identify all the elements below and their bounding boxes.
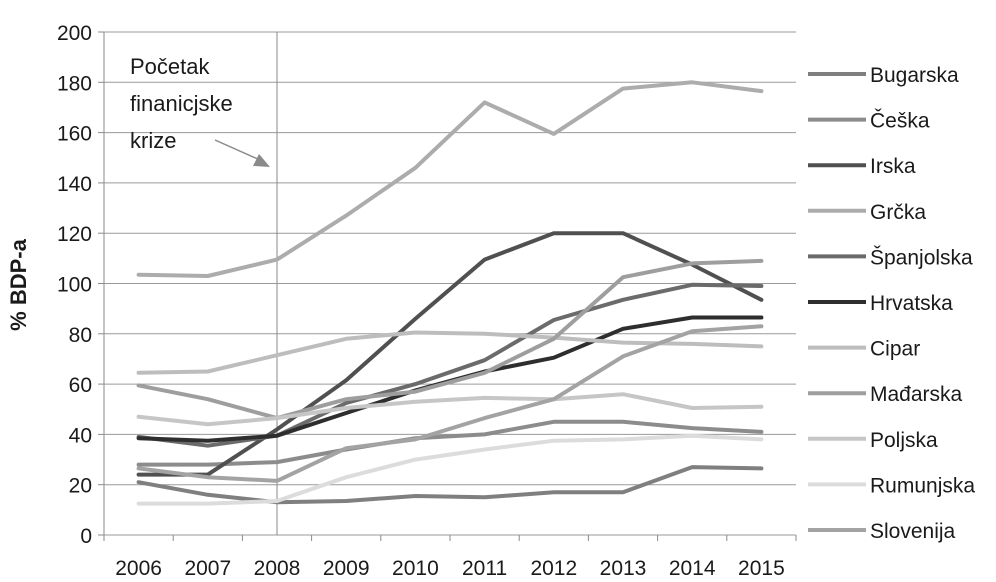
crisis-annotation: Početak finanicjske krize [130,32,278,535]
y-axis: 0 20 40 60 80 100 120 140 160 180 200 [57,22,105,548]
legend-label: Španjolska [870,246,973,269]
y-tick-label: 40 [69,424,92,447]
x-tick-label: 2012 [530,557,577,580]
x-tick-label: 2010 [392,557,439,580]
y-tick-label: 0 [80,525,92,548]
y-tick-label: 100 [57,274,92,297]
legend-label: Grčka [870,201,926,224]
series-line-grčka [136,80,764,278]
series-line-rumunjska [136,433,764,506]
legend-label: Hrvatska [870,292,953,315]
legend-label: Slovenija [870,520,956,543]
y-tick-label: 120 [57,223,92,246]
x-tick-label: 2007 [184,557,231,580]
y-tick-label: 20 [69,475,92,498]
series-line-bugarska [136,465,764,505]
annotation-arrow-head [253,154,270,167]
x-tick-label: 2011 [462,557,507,580]
annotation-arrow-shaft [214,139,261,161]
series-line-irska [136,231,764,477]
y-tick-label: 160 [57,123,92,146]
legend-label: Rumunjska [870,474,975,497]
series-lines [136,80,764,506]
x-tick-label: 2015 [738,557,785,580]
x-tick-label: 2013 [600,557,647,580]
annotation-line: Početak [130,54,210,79]
series-line-poljska [136,392,764,427]
series-line-slovenija [136,324,764,483]
y-axis-label: % BDP-a [6,238,31,330]
legend-label: Češka [870,110,930,133]
legend-label: Irska [870,155,916,178]
annotation-line: finanicjske [130,91,233,116]
y-tick-label: 140 [57,173,92,196]
x-axis: 2006 2007 2008 2009 2010 2011 2012 2013 2014 2015 [103,535,797,580]
y-tick-label: 180 [57,72,92,95]
legend-label: Poljska [870,429,938,452]
series-line-mađarska [136,258,764,421]
x-tick-label: 2009 [323,557,370,580]
y-tick-label: 200 [57,22,92,45]
series-line-španjolska [136,282,764,448]
legend-label: Mađarska [870,383,963,406]
series-line-češka [136,419,764,467]
y-tick-label: 60 [69,374,92,397]
x-tick-label: 2008 [254,557,301,580]
x-tick-label: 2014 [669,557,716,580]
y-tick-label: 80 [69,324,92,347]
legend-label: Cipar [870,338,920,361]
legend-label: Bugarska [870,64,959,87]
annotation-line: krize [130,128,176,153]
x-tick-label: 2006 [115,557,162,580]
legend: Bugarska Češka Irska Grčka Španjolska Hrvatsk… [808,64,975,543]
